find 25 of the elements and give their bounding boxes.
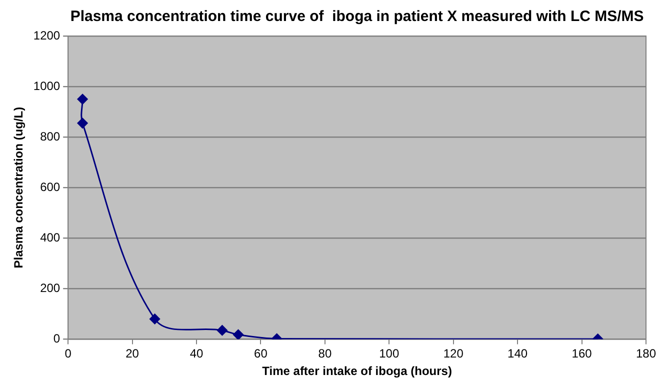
x-tick-label: 120 <box>443 346 464 361</box>
y-axis-title: Plasma concentration (ug/L) <box>12 106 26 268</box>
y-tick-label: 400 <box>40 230 60 244</box>
point <box>77 118 88 128</box>
point <box>77 94 88 104</box>
x-tick-label: 160 <box>572 346 592 361</box>
chart-title: Plasma concentration time curve of iboga in patient X measured with LC MS/MS <box>70 8 644 26</box>
x-tick-label: 80 <box>318 346 332 361</box>
x-tick-label: 100 <box>379 346 400 361</box>
x-tick-label: 40 <box>190 346 204 361</box>
x-axis-title: Time after intake of iboga (hours) <box>262 364 452 378</box>
x-tick-label: 0 <box>64 346 72 361</box>
y-tick-label: 800 <box>40 129 60 144</box>
point <box>216 325 228 336</box>
y-tick-label: 1000 <box>33 78 60 93</box>
y-tick-label: 0 <box>53 332 60 346</box>
point <box>233 329 244 340</box>
x-tick-label: 20 <box>126 346 140 361</box>
y-tick-label: 200 <box>40 280 60 295</box>
x-tick-label: 180 <box>636 346 656 361</box>
point <box>150 314 160 324</box>
x-tick-label: 140 <box>508 346 528 361</box>
x-tick-label: 60 <box>254 346 268 361</box>
y-tick-label: 1200 <box>33 28 60 42</box>
y-tick-label: 600 <box>40 180 60 194</box>
